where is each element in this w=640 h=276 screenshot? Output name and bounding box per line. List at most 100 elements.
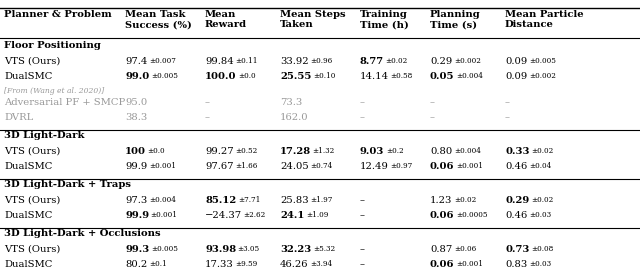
Text: ±0.002: ±0.002	[529, 72, 556, 80]
Text: ±0.007: ±0.007	[149, 57, 176, 65]
Text: Training
Time (h): Training Time (h)	[360, 10, 409, 30]
Text: DualSMC: DualSMC	[4, 260, 52, 269]
Text: ±0.005: ±0.005	[529, 57, 556, 65]
Text: Floor Positioning: Floor Positioning	[4, 41, 101, 50]
Text: ±0.0005: ±0.0005	[456, 211, 488, 219]
Text: –: –	[360, 260, 365, 269]
Text: –: –	[360, 196, 365, 205]
Text: ±0.04: ±0.04	[529, 162, 551, 170]
Text: –: –	[205, 113, 210, 122]
Text: 95.0: 95.0	[125, 98, 147, 107]
Text: 0.09: 0.09	[505, 57, 527, 66]
Text: ±0.1: ±0.1	[148, 260, 166, 268]
Text: VTS (Ours): VTS (Ours)	[4, 57, 60, 66]
Text: ±0.001: ±0.001	[148, 162, 176, 170]
Text: 97.67: 97.67	[205, 162, 234, 171]
Text: DualSMC: DualSMC	[4, 72, 52, 81]
Text: 0.80: 0.80	[430, 147, 452, 156]
Text: 3D Light-Dark + Occlusions: 3D Light-Dark + Occlusions	[4, 229, 161, 238]
Text: ±0.11: ±0.11	[236, 57, 258, 65]
Text: DualSMC: DualSMC	[4, 211, 52, 220]
Text: ±1.09: ±1.09	[306, 211, 328, 219]
Text: 0.06: 0.06	[430, 211, 454, 220]
Text: ±9.59: ±9.59	[236, 260, 257, 268]
Text: 17.33: 17.33	[205, 260, 234, 269]
Text: –: –	[360, 211, 365, 220]
Text: –: –	[505, 98, 510, 107]
Text: ±0.001: ±0.001	[456, 162, 483, 170]
Text: 0.06: 0.06	[430, 162, 454, 171]
Text: ±3.94: ±3.94	[310, 260, 332, 268]
Text: 12.49: 12.49	[360, 162, 389, 171]
Text: Planning
Time (s): Planning Time (s)	[430, 10, 481, 30]
Text: 99.9: 99.9	[125, 211, 149, 220]
Text: –: –	[360, 113, 365, 122]
Text: 0.09: 0.09	[505, 72, 527, 81]
Text: 99.84: 99.84	[205, 57, 234, 66]
Text: –: –	[505, 113, 510, 122]
Text: 3D Light-Dark + Traps: 3D Light-Dark + Traps	[4, 180, 131, 189]
Text: 0.46: 0.46	[505, 162, 527, 171]
Text: ±5.32: ±5.32	[313, 245, 335, 253]
Text: Planner & Problem: Planner & Problem	[4, 10, 112, 19]
Text: 99.9: 99.9	[125, 162, 147, 171]
Text: ±0.08: ±0.08	[531, 245, 553, 253]
Text: 3D Light-Dark: 3D Light-Dark	[4, 131, 84, 140]
Text: VTS (Ours): VTS (Ours)	[4, 147, 60, 156]
Text: 0.83: 0.83	[505, 260, 527, 269]
Text: ±0.001: ±0.001	[456, 260, 483, 268]
Text: –: –	[430, 98, 435, 107]
Text: ±0.58: ±0.58	[390, 72, 413, 80]
Text: ±0.004: ±0.004	[454, 147, 481, 155]
Text: ±0.005: ±0.005	[151, 72, 178, 80]
Text: ±0.02: ±0.02	[531, 147, 553, 155]
Text: −24.37: −24.37	[205, 211, 242, 220]
Text: ±7.71: ±7.71	[237, 196, 260, 204]
Text: Adversarial PF + SMCP: Adversarial PF + SMCP	[4, 98, 125, 107]
Text: ±0.74: ±0.74	[310, 162, 333, 170]
Text: ±0.004: ±0.004	[148, 196, 175, 204]
Text: 85.12: 85.12	[205, 196, 236, 205]
Text: ±1.97: ±1.97	[310, 196, 333, 204]
Text: 8.77: 8.77	[360, 57, 384, 66]
Text: ±0.03: ±0.03	[529, 211, 551, 219]
Text: Mean Steps
Taken: Mean Steps Taken	[280, 10, 346, 30]
Text: ±0.10: ±0.10	[313, 72, 335, 80]
Text: 0.33: 0.33	[505, 147, 529, 156]
Text: ±0.001: ±0.001	[150, 211, 178, 219]
Text: 99.27: 99.27	[205, 147, 234, 156]
Text: 100.0: 100.0	[205, 72, 237, 81]
Text: Mean
Reward: Mean Reward	[205, 10, 247, 30]
Text: DVRL: DVRL	[4, 113, 33, 122]
Text: 0.06: 0.06	[430, 260, 454, 269]
Text: 0.29: 0.29	[430, 57, 452, 66]
Text: DualSMC: DualSMC	[4, 162, 52, 171]
Text: 33.92: 33.92	[280, 57, 308, 66]
Text: –: –	[360, 98, 365, 107]
Text: ±0.005: ±0.005	[151, 245, 178, 253]
Text: 1.23: 1.23	[430, 196, 452, 205]
Text: 0.29: 0.29	[505, 196, 529, 205]
Text: ±0.004: ±0.004	[456, 72, 483, 80]
Text: 25.55: 25.55	[280, 72, 312, 81]
Text: 73.3: 73.3	[280, 98, 302, 107]
Text: ±0.0: ±0.0	[147, 147, 165, 155]
Text: ±0.02: ±0.02	[386, 57, 408, 65]
Text: 38.3: 38.3	[125, 113, 147, 122]
Text: VTS (Ours): VTS (Ours)	[4, 245, 60, 254]
Text: ±2.62: ±2.62	[244, 211, 266, 219]
Text: –: –	[430, 113, 435, 122]
Text: ±0.02: ±0.02	[454, 196, 476, 204]
Text: 9.03: 9.03	[360, 147, 385, 156]
Text: ±0.02: ±0.02	[531, 196, 553, 204]
Text: 0.87: 0.87	[430, 245, 452, 254]
Text: 99.3: 99.3	[125, 245, 149, 254]
Text: Mean Particle
Distance: Mean Particle Distance	[505, 10, 584, 30]
Text: Mean Task
Success (%): Mean Task Success (%)	[125, 10, 192, 30]
Text: ±0.0: ±0.0	[238, 72, 255, 80]
Text: 0.73: 0.73	[505, 245, 529, 254]
Text: 93.98: 93.98	[205, 245, 236, 254]
Text: 162.0: 162.0	[280, 113, 308, 122]
Text: 25.83: 25.83	[280, 196, 308, 205]
Text: 0.46: 0.46	[505, 211, 527, 220]
